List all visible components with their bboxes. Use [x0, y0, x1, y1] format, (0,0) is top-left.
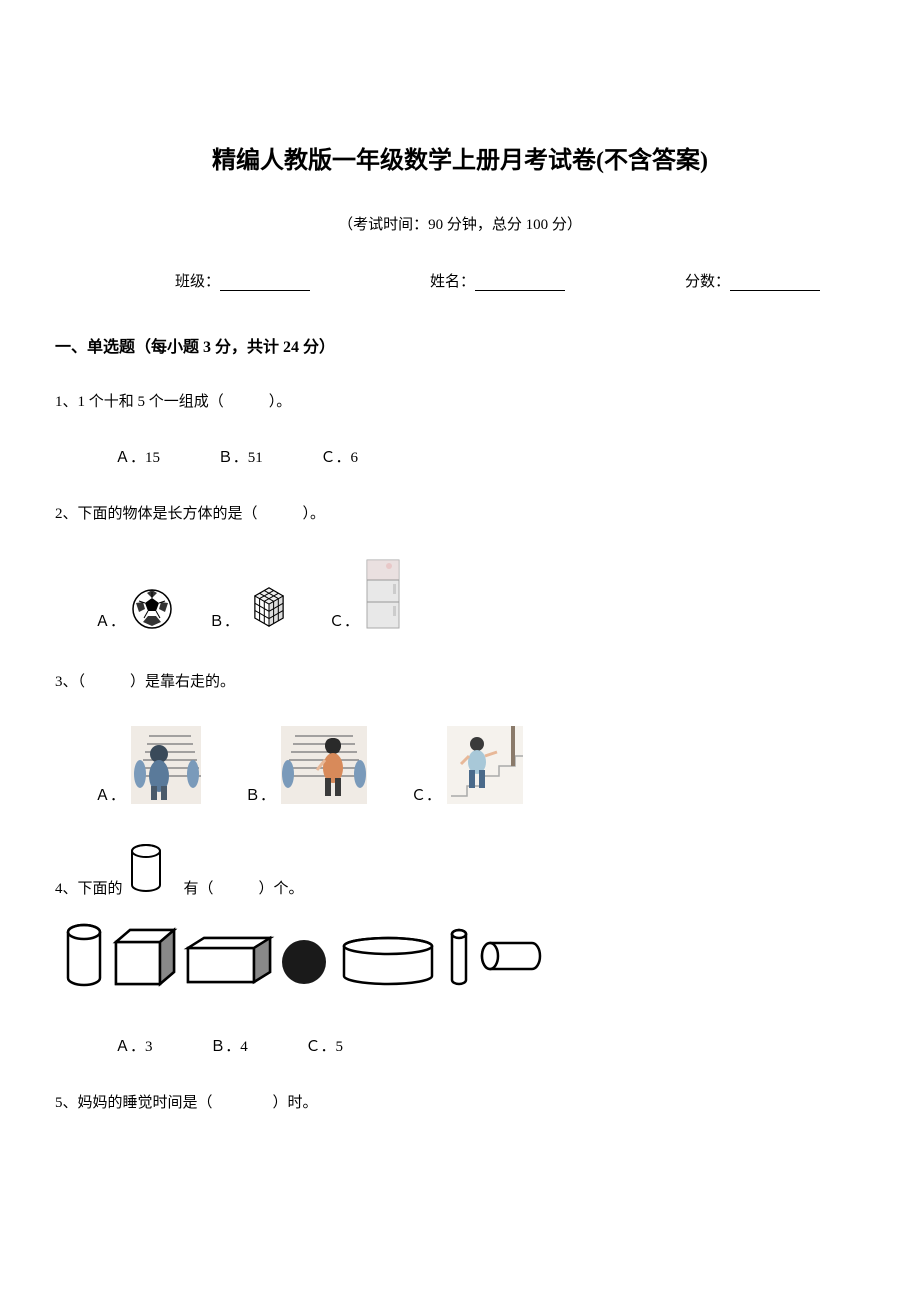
q2-option-c: Ｃ． [329, 558, 401, 635]
q4-text-prefix: 4、下面的 [55, 877, 123, 898]
q4-shapes-row [55, 918, 865, 999]
name-label: 姓名： [430, 270, 565, 291]
question-2-options: Ａ． Ｂ． [55, 558, 865, 635]
q3-option-a: Ａ． [95, 726, 201, 809]
question-1-options: Ａ．15 Ｂ．51 Ｃ．6 [55, 446, 865, 467]
q4-option-c: Ｃ．5 [306, 1039, 344, 1055]
question-5: 5、妈妈的睡觉时间是（ ）时。 [55, 1090, 865, 1117]
shape-sphere [282, 940, 326, 984]
question-4-options: Ａ．3 Ｂ．4 Ｃ．5 [55, 1035, 865, 1056]
shape-cube [116, 930, 174, 984]
shape-cuboid [188, 938, 270, 982]
q3-option-c: Ｃ． [411, 726, 523, 809]
shape-cylinder-1 [68, 925, 100, 985]
fill-in-line: 班级： 姓名： 分数： [55, 270, 865, 291]
shape-cylinder-thin [452, 930, 466, 984]
question-4: 4、下面的 有（ ）个。 [55, 843, 865, 898]
q2-option-a: Ａ． [95, 588, 173, 635]
soccer-ball-icon [131, 588, 173, 635]
refrigerator-icon [365, 558, 401, 635]
q2-option-b: Ｂ． [209, 582, 293, 635]
shape-cylinder-horizontal [482, 943, 540, 969]
class-label: 班级： [175, 270, 310, 291]
score-label: 分数： [685, 270, 820, 291]
shape-cylinder-wide [344, 938, 432, 984]
question-2: 2、下面的物体是长方体的是（ ）。 [55, 501, 865, 528]
cylinder-reference-icon [129, 843, 163, 898]
q3-option-b: Ｂ． [245, 726, 367, 809]
section-1-header: 一、单选题（每小题 3 分，共计 24 分） [55, 333, 865, 357]
q1-option-b: Ｂ．51 [218, 450, 263, 466]
question-1: 1、1 个十和 5 个一组成（ ）。 [55, 389, 865, 416]
q1-option-a: Ａ．15 [115, 450, 160, 466]
q4-option-a: Ａ．3 [115, 1039, 153, 1055]
exam-title: 精编人教版一年级数学上册月考试卷(不含答案) [55, 140, 865, 175]
q4-option-b: Ｂ．4 [210, 1039, 248, 1055]
question-3: 3、（ ）是靠右走的。 [55, 669, 865, 696]
question-3-options: Ａ． Ｂ． [55, 726, 865, 809]
q4-text-suffix: 有（ ）个。 [169, 877, 304, 898]
q1-option-c: Ｃ．6 [321, 450, 359, 466]
stairs-person-c-icon [447, 726, 523, 809]
exam-info: （考试时间：90 分钟，总分 100 分） [55, 213, 865, 234]
stairs-person-b-icon [281, 726, 367, 809]
stairs-person-a-icon [131, 726, 201, 809]
rubiks-cube-icon [245, 582, 293, 635]
